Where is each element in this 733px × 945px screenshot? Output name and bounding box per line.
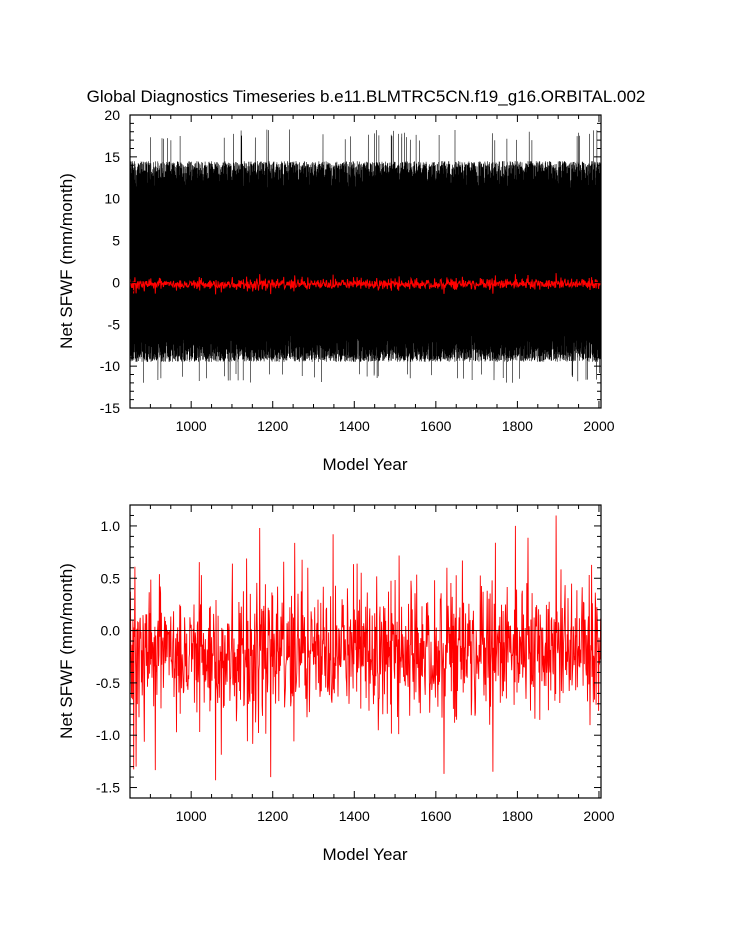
top-x-tick-label: 1000 — [176, 418, 207, 434]
bottom-plot-data — [129, 515, 602, 781]
top-x-tick-label: 1800 — [502, 418, 533, 434]
top-y-tick-label: 5 — [112, 233, 120, 249]
top-series-annual-mean-line — [129, 273, 602, 295]
bottom-x-tick-label: 1800 — [502, 808, 533, 824]
bottom-y-tick-label: -1.5 — [96, 780, 120, 796]
bottom-x-tick-label: 1600 — [420, 808, 451, 824]
bottom-y-axis-label: Net SFWF (mm/month) — [57, 563, 76, 739]
top-panel: 1000 1200 1400 1600 1800 2000 20 15 10 5 0 -5 -10 -15… — [57, 107, 615, 474]
top-plot-frame — [129, 114, 602, 409]
bottom-y-tick-label: 0.5 — [101, 570, 121, 586]
top-axis-ticks: 1000 1200 1400 1600 1800 2000 20 15 10 5 0 -5 -10 -15 — [100, 107, 615, 434]
bottom-x-tick-label: 1200 — [257, 808, 288, 824]
top-x-axis-label: Model Year — [322, 455, 407, 474]
top-x-tick-label: 1400 — [339, 418, 370, 434]
bottom-x-tick-label: 1400 — [339, 808, 370, 824]
top-y-tick-label: 20 — [104, 107, 120, 123]
bottom-panel: 1000 1200 1400 1600 1800 2000 1.0 0.5 0.0 -0.5 -1.… — [57, 504, 615, 864]
top-y-tick-label: 0 — [112, 274, 120, 290]
bottom-axis-ticks: 1000 1200 1400 1600 1800 2000 1.0 0.5 0.0 -0.5 -1.… — [96, 504, 615, 824]
top-series-monthly-line — [129, 129, 602, 383]
top-x-tick-label: 2000 — [583, 418, 614, 434]
bottom-y-tick-label: 1.0 — [101, 518, 121, 534]
bottom-x-tick-label: 1000 — [176, 808, 207, 824]
top-y-axis-label: Net SFWF (mm/month) — [57, 173, 76, 349]
top-y-tick-label: -5 — [108, 316, 121, 332]
top-y-tick-label: -10 — [100, 358, 120, 374]
bottom-y-tick-label: -0.5 — [96, 675, 120, 691]
top-x-tick-label: 1600 — [420, 418, 451, 434]
bottom-y-tick-label: -1.0 — [96, 727, 120, 743]
top-y-tick-label: 10 — [104, 191, 120, 207]
bottom-x-axis-label: Model Year — [322, 845, 407, 864]
figure-title: Global Diagnostics Timeseries b.e11.BLMT… — [87, 87, 646, 106]
top-y-tick-label: -15 — [100, 400, 120, 416]
bottom-series-annual-mean-line — [129, 515, 602, 781]
top-x-tick-label: 1200 — [257, 418, 288, 434]
top-y-tick-label: 15 — [104, 149, 120, 165]
bottom-x-tick-label: 2000 — [583, 808, 614, 824]
top-plot-data — [129, 129, 602, 383]
bottom-y-tick-label: 0.0 — [101, 623, 121, 639]
